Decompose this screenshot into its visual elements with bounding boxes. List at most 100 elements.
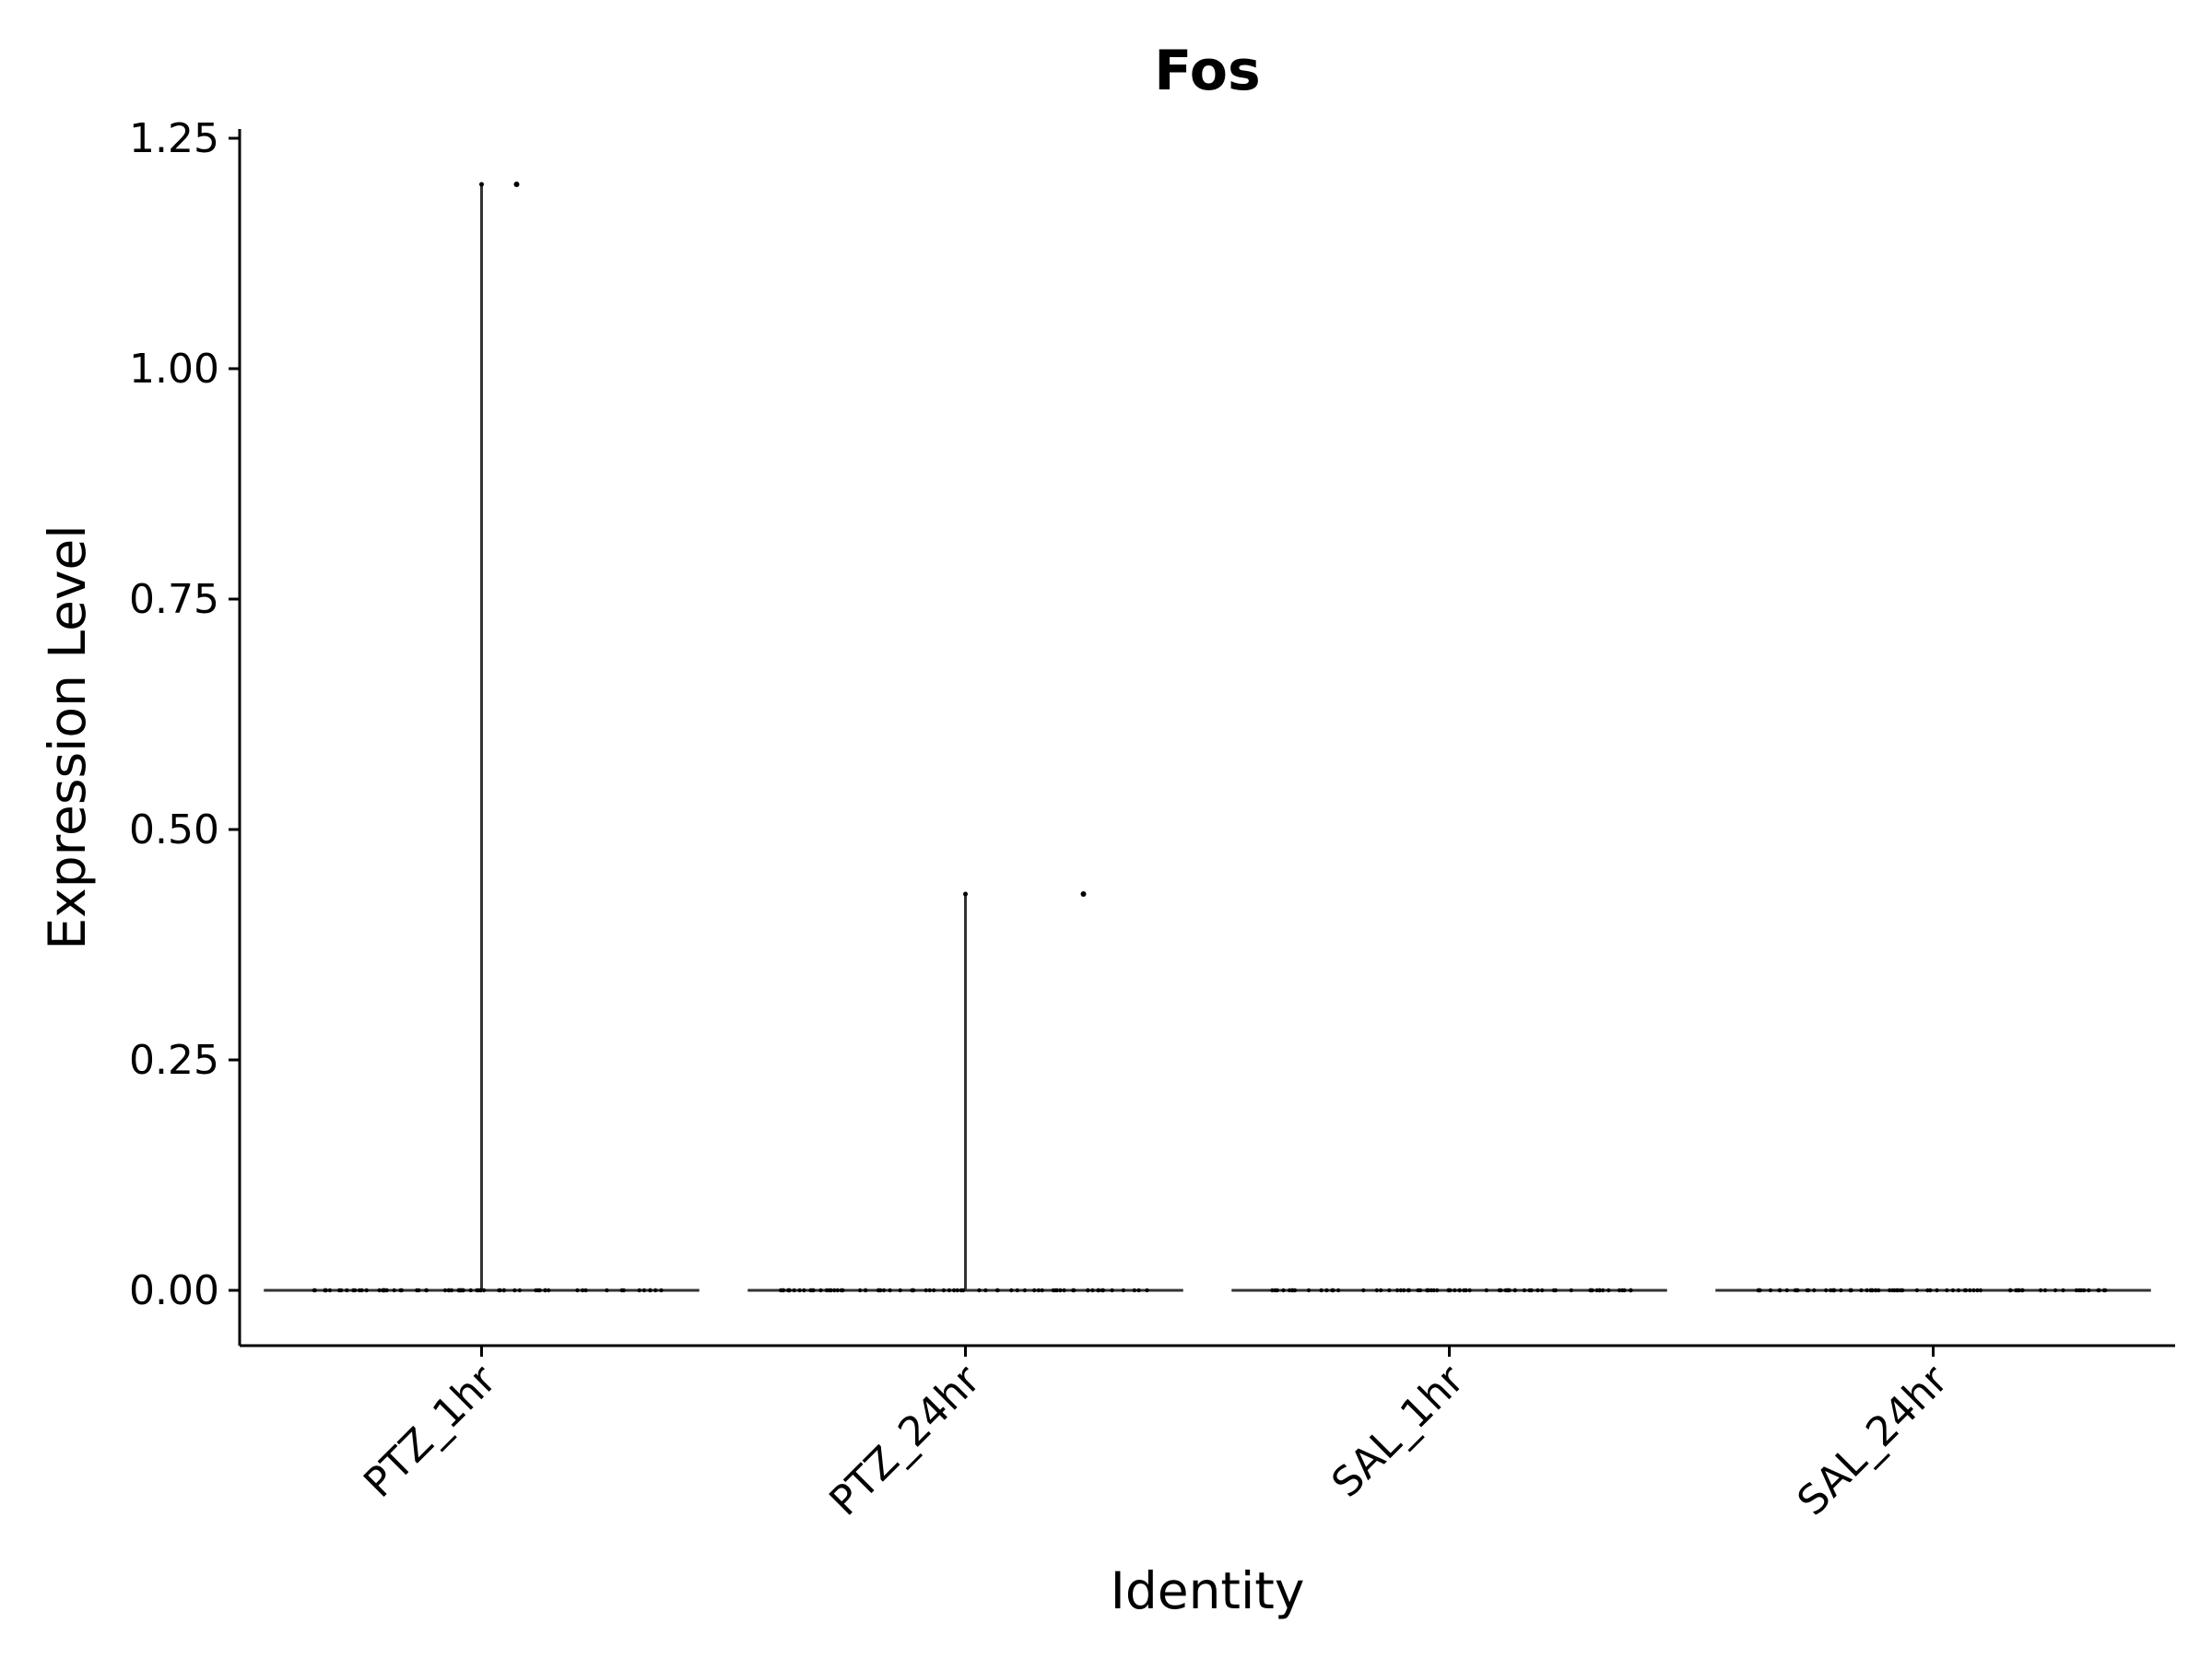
data-point [2014, 1288, 2018, 1293]
data-point [424, 1288, 429, 1293]
data-point [475, 1288, 479, 1293]
data-point [898, 1288, 902, 1293]
data-point [1058, 1288, 1063, 1293]
data-point [818, 1288, 823, 1293]
data-point [461, 1288, 465, 1293]
data-point [1551, 1288, 1557, 1293]
data-point [1289, 1288, 1295, 1293]
data-point [415, 1288, 419, 1293]
data-point [1899, 1288, 1903, 1293]
data-point [857, 1288, 863, 1293]
violin-PTZ_1hr [264, 182, 700, 1293]
outlier-point [1080, 891, 1087, 897]
data-point [1054, 1288, 1060, 1293]
data-point [447, 1288, 452, 1293]
data-point [829, 1288, 833, 1293]
data-point [1051, 1288, 1056, 1293]
data-point [1015, 1288, 1020, 1293]
x-tick-label: PTZ_1hr [355, 1356, 506, 1507]
data-point [1032, 1288, 1037, 1293]
data-point [364, 1288, 369, 1293]
data-point [477, 1288, 482, 1293]
data-point [802, 1288, 806, 1293]
data-point [1824, 1288, 1829, 1293]
data-point [1448, 1288, 1453, 1293]
data-point [1512, 1288, 1517, 1293]
y-tick-label: 0.25 [129, 1037, 219, 1084]
data-point [1406, 1288, 1411, 1293]
data-point [659, 1288, 664, 1293]
violin-SAL_24hr [1715, 1288, 2151, 1293]
data-point [1978, 1288, 1983, 1293]
violin-max-point [479, 182, 484, 187]
data-point [1629, 1288, 1633, 1293]
data-point [1606, 1288, 1611, 1293]
data-point [2087, 1288, 2091, 1293]
data-point [2096, 1288, 2100, 1293]
data-point [1888, 1288, 1892, 1293]
data-point [876, 1288, 881, 1293]
data-point [1859, 1288, 1864, 1293]
data-point [547, 1288, 551, 1293]
data-point [1009, 1288, 1014, 1293]
violin-max-point [963, 891, 968, 897]
y-axis: 0.00 0.25 0.50 0.75 1.00 1.25 [129, 115, 241, 1346]
data-point [1306, 1288, 1312, 1293]
y-tick-label: 0.50 [129, 806, 219, 853]
data-point [1600, 1288, 1606, 1293]
data-point [1928, 1288, 1933, 1293]
data-point [2079, 1288, 2084, 1293]
data-point [995, 1288, 1000, 1293]
data-point [2101, 1288, 2107, 1293]
data-point [983, 1288, 988, 1293]
data-point [1890, 1288, 1895, 1293]
data-point [1870, 1288, 1875, 1293]
x-tick-label: PTZ_24hr [820, 1356, 989, 1524]
y-axis-label: Expression Level [38, 524, 97, 949]
data-point [1036, 1288, 1041, 1293]
data-point [1484, 1288, 1489, 1293]
data-point [357, 1288, 362, 1293]
data-point [1090, 1288, 1095, 1293]
data-point [1453, 1288, 1457, 1293]
data-point [1839, 1288, 1843, 1293]
violin-SAL_1hr [1231, 1288, 1667, 1293]
data-point [1145, 1288, 1149, 1293]
data-point [1121, 1288, 1126, 1293]
data-point [1361, 1288, 1366, 1293]
data-point [1324, 1288, 1329, 1293]
data-point [605, 1288, 609, 1293]
data-point [785, 1288, 791, 1293]
chart-title: Fos [1154, 39, 1261, 103]
data-point [1416, 1288, 1420, 1293]
data-point [1071, 1288, 1076, 1293]
data-point [1379, 1288, 1383, 1293]
data-point [1945, 1288, 1949, 1293]
y-tick-label: 0.75 [129, 576, 219, 623]
data-point [1062, 1288, 1066, 1293]
data-point [580, 1288, 585, 1293]
data-point [977, 1288, 982, 1293]
data-point [497, 1288, 501, 1293]
data-point [797, 1288, 802, 1293]
data-point [1535, 1288, 1540, 1293]
violin-PTZ_24hr [747, 891, 1183, 1293]
data-point [2008, 1288, 2013, 1293]
outlier-point [513, 182, 520, 187]
data-point [1830, 1288, 1836, 1293]
y-tick-label: 1.00 [129, 346, 219, 393]
data-point [1270, 1288, 1275, 1293]
data-point [456, 1288, 462, 1293]
data-point [2053, 1288, 2058, 1293]
data-point [621, 1288, 626, 1293]
data-point [932, 1288, 936, 1293]
data-point [1426, 1288, 1431, 1293]
data-point [1778, 1288, 1783, 1293]
data-point [927, 1288, 932, 1293]
data-point [641, 1288, 647, 1293]
data-point [345, 1288, 349, 1293]
data-point [1588, 1288, 1594, 1293]
data-point [864, 1288, 868, 1293]
data-point [1962, 1288, 1967, 1293]
